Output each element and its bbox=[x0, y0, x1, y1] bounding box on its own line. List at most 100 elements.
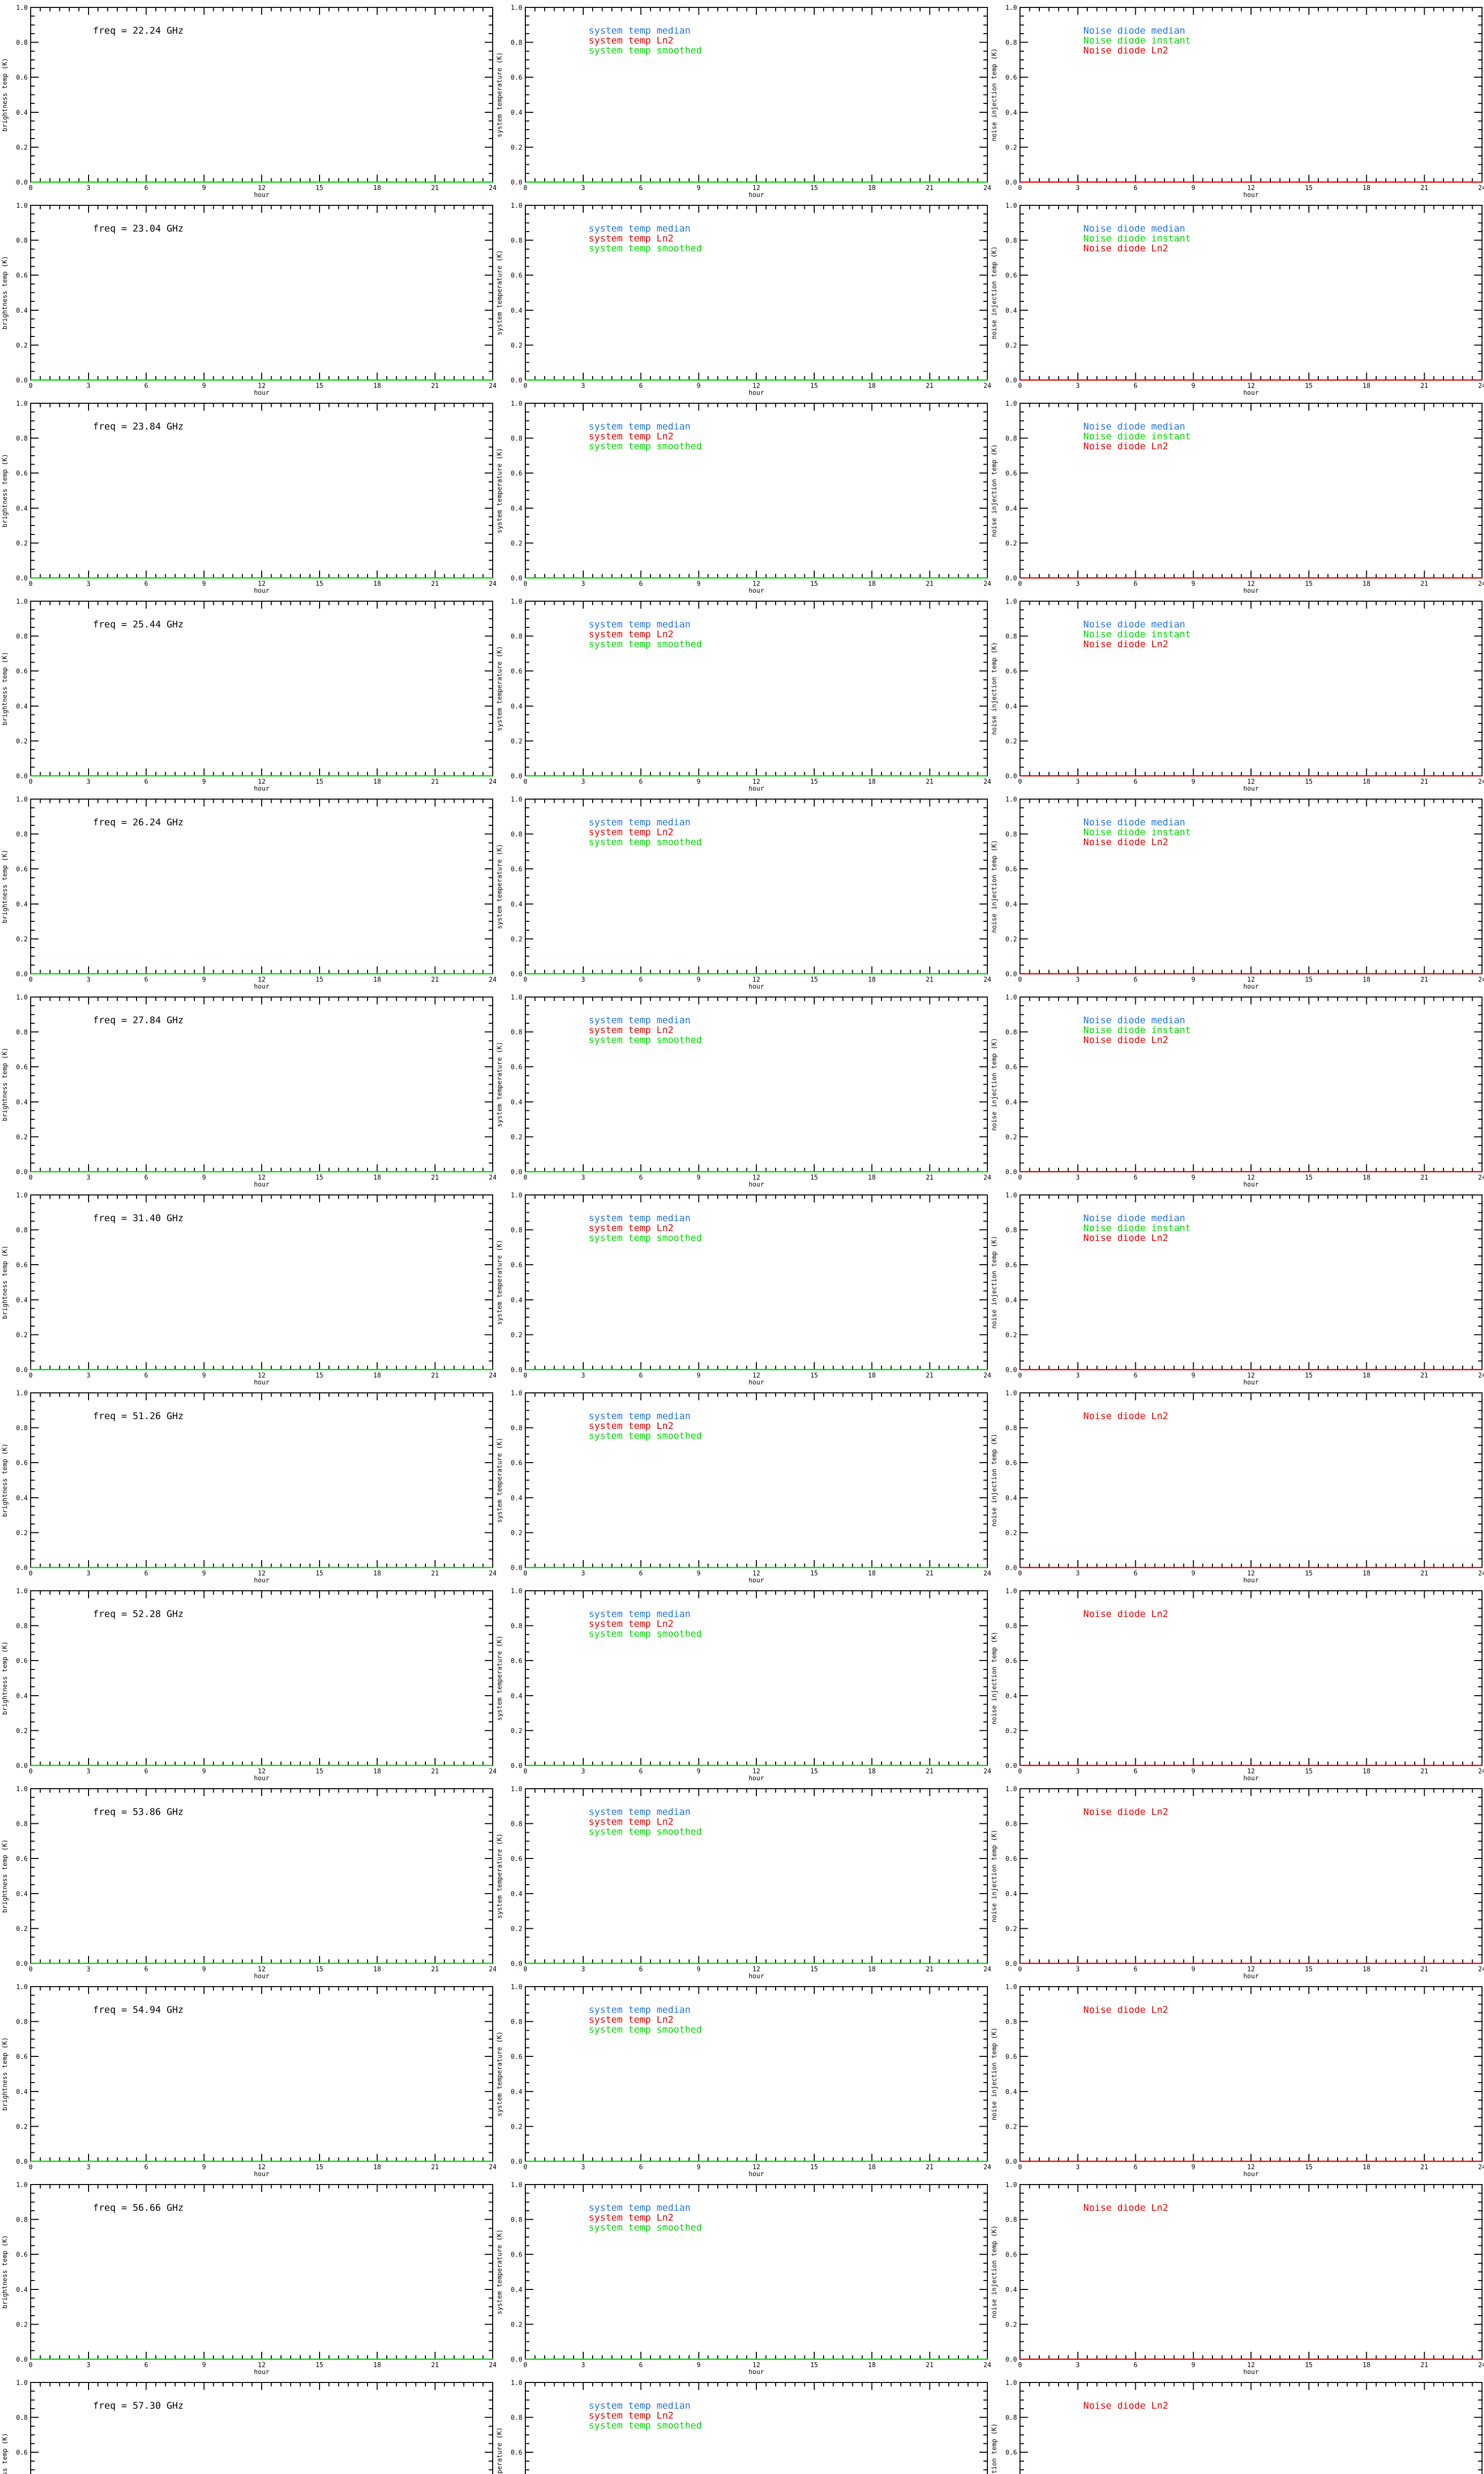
x-axis-title: hour bbox=[254, 1775, 269, 1782]
x-tick-label: 3 bbox=[87, 185, 91, 192]
x-tick-label: 18 bbox=[373, 1372, 381, 1380]
y-tick-label: 0.8 bbox=[16, 1425, 28, 1432]
x-tick-label: 6 bbox=[144, 2164, 148, 2171]
y-tick-label: 0.4 bbox=[511, 1297, 523, 1304]
tick-labels: 0 3 6 9 12 15 18 21 24 0.0 0.2 0.4 0.6 0.8 1.0 hour syst… bbox=[496, 4, 991, 199]
legend-entry: Noise diode median bbox=[1083, 25, 1185, 36]
y-tick-label: 1.0 bbox=[16, 2182, 28, 2189]
x-tick-label: 6 bbox=[1134, 382, 1138, 390]
x-tick-label: 15 bbox=[316, 2362, 324, 2369]
x-tick-label: 6 bbox=[144, 185, 148, 192]
subplot-r4c2: 0 3 6 9 12 15 18 21 24 0.0 0.2 0.4 0.6 0.8 1.0 hour syst… bbox=[496, 598, 991, 793]
x-tick-label: 0 bbox=[29, 1966, 33, 1973]
x-tick-label: 12 bbox=[258, 1174, 266, 1182]
x-tick-label: 3 bbox=[581, 2164, 585, 2171]
x-tick-label: 12 bbox=[752, 382, 760, 390]
legend-entry: Noise diode Ln2 bbox=[1083, 1233, 1168, 1243]
subplot-r8c1: 0 3 6 9 12 15 18 21 24 0.0 0.2 0.4 0.6 0.8 1.0 hour brig… bbox=[1, 1390, 497, 1584]
y-tick-label: 0.6 bbox=[511, 1856, 522, 1863]
x-tick-label: 15 bbox=[810, 976, 818, 984]
y-tick-label: 1.0 bbox=[1006, 400, 1017, 408]
plot-title: freq = 31.40 GHz bbox=[93, 1213, 184, 1224]
y-axis-title: brightness temp (K) bbox=[1, 1839, 9, 1913]
y-axis-title: system temperature (K) bbox=[496, 1042, 504, 1127]
x-tick-label: 24 bbox=[983, 1570, 991, 1577]
x-tick-label: 15 bbox=[1305, 1174, 1313, 1182]
plot-title: freq = 51.26 GHz bbox=[93, 1411, 184, 1422]
x-tick-label: 6 bbox=[144, 1768, 148, 1775]
legend-entry: system temp smoothed bbox=[589, 2024, 702, 2035]
x-tick-label: 6 bbox=[144, 580, 148, 588]
x-tick-label: 21 bbox=[926, 580, 933, 588]
x-tick-label: 9 bbox=[696, 1768, 700, 1775]
tick-labels: 0 3 6 9 12 15 18 21 24 0.0 0.2 0.4 0.6 0.8 1.0 hour nois… bbox=[991, 1984, 1484, 2178]
y-tick-label: 0.0 bbox=[1006, 179, 1017, 187]
x-tick-label: 24 bbox=[1478, 1768, 1484, 1775]
x-tick-label: 24 bbox=[1478, 580, 1484, 588]
y-tick-label: 0.0 bbox=[511, 2158, 522, 2166]
x-tick-label: 21 bbox=[926, 1174, 933, 1182]
y-tick-label: 0.8 bbox=[1006, 1623, 1017, 1630]
y-tick-label: 0.2 bbox=[511, 738, 522, 745]
y-tick-label: 0.0 bbox=[1006, 1565, 1017, 1572]
subplot-r9c2: 0 3 6 9 12 15 18 21 24 0.0 0.2 0.4 0.6 0.8 1.0 hour syst… bbox=[496, 1588, 991, 1782]
x-tick-label: 3 bbox=[87, 1372, 91, 1380]
y-tick-label: 0.0 bbox=[1006, 377, 1017, 384]
x-tick-label: 21 bbox=[431, 1768, 439, 1775]
x-axis-title: hour bbox=[748, 1379, 764, 1386]
x-tick-label: 18 bbox=[373, 2362, 381, 2369]
x-tick-label: 18 bbox=[373, 382, 381, 390]
x-tick-label: 24 bbox=[1478, 976, 1484, 984]
x-tick-label: 9 bbox=[1191, 778, 1195, 786]
x-tick-label: 0 bbox=[29, 1570, 33, 1577]
x-axis-title: hour bbox=[748, 1973, 764, 1980]
y-tick-label: 1.0 bbox=[511, 1984, 522, 1991]
legend-entry: Noise diode median bbox=[1083, 817, 1185, 828]
legend-entry: Noise diode Ln2 bbox=[1083, 837, 1168, 848]
x-tick-label: 9 bbox=[1191, 1570, 1195, 1577]
x-tick-label: 12 bbox=[1247, 185, 1255, 192]
x-tick-label: 9 bbox=[696, 382, 700, 390]
x-tick-label: 18 bbox=[868, 778, 876, 786]
x-tick-label: 0 bbox=[29, 2362, 33, 2369]
x-tick-label: 3 bbox=[1076, 382, 1080, 390]
y-tick-label: 0.8 bbox=[511, 2415, 522, 2422]
x-tick-label: 9 bbox=[1191, 2164, 1195, 2171]
y-axis-title: system temperature (K) bbox=[496, 1833, 504, 1918]
axes-frame bbox=[525, 2382, 988, 2474]
x-tick-label: 12 bbox=[752, 1966, 760, 1973]
subplot-r10c1: 0 3 6 9 12 15 18 21 24 0.0 0.2 0.4 0.6 0.8 1.0 hour brig… bbox=[1, 1786, 497, 1980]
x-axis-title: hour bbox=[254, 983, 269, 991]
y-tick-label: 0.6 bbox=[1006, 1856, 1017, 1863]
y-tick-label: 0.8 bbox=[511, 831, 522, 839]
y-tick-label: 0.2 bbox=[511, 144, 522, 151]
x-tick-label: 21 bbox=[431, 778, 439, 786]
y-tick-label: 0.0 bbox=[16, 2356, 28, 2364]
x-tick-label: 9 bbox=[1191, 382, 1195, 390]
x-tick-label: 3 bbox=[581, 1966, 585, 1973]
x-tick-label: 21 bbox=[431, 1966, 439, 1973]
x-tick-label: 9 bbox=[696, 1372, 700, 1380]
x-tick-label: 9 bbox=[1191, 1966, 1195, 1973]
y-tick-label: 0.0 bbox=[1006, 2158, 1017, 2166]
tick-labels: 0 3 6 9 12 15 18 21 24 0.0 0.2 0.4 0.6 0.8 1.0 hour syst… bbox=[496, 1984, 991, 2178]
x-tick-label: 0 bbox=[1018, 2164, 1022, 2171]
x-tick-label: 0 bbox=[29, 580, 33, 588]
tick-labels: 0 3 6 9 12 15 18 21 24 0.0 0.2 0.4 0.6 0.8 1.0 hour syst… bbox=[496, 2182, 991, 2376]
y-axis-title: system temperature (K) bbox=[496, 1437, 504, 1522]
y-tick-label: 0.4 bbox=[1006, 109, 1018, 117]
legend-entry: Noise diode median bbox=[1083, 1213, 1185, 1224]
y-tick-label: 1.0 bbox=[1006, 1588, 1017, 1595]
y-axis-title: noise injection temp (K) bbox=[991, 1038, 998, 1131]
y-tick-label: 0.0 bbox=[16, 2158, 28, 2166]
y-tick-label: 0.2 bbox=[1006, 2123, 1017, 2131]
y-tick-label: 0.8 bbox=[511, 1227, 522, 1235]
subplot-r3c2: 0 3 6 9 12 15 18 21 24 0.0 0.2 0.4 0.6 0.8 1.0 hour syst… bbox=[496, 400, 991, 595]
x-tick-label: 24 bbox=[983, 2362, 991, 2369]
tick-labels: 0 3 6 9 12 15 18 21 24 0.0 0.2 0.4 0.6 0.8 1.0 hour syst… bbox=[496, 400, 991, 595]
legend-entry: system temp median bbox=[589, 1609, 691, 1619]
legend-entry: system temp median bbox=[589, 421, 691, 432]
legend-entry: Noise diode median bbox=[1083, 421, 1185, 432]
tick-labels: 0 3 6 9 12 15 18 21 24 0.0 0.2 0.4 0.6 0.8 1.0 hour brig… bbox=[1, 796, 497, 991]
y-tick-label: 0.0 bbox=[16, 971, 28, 978]
